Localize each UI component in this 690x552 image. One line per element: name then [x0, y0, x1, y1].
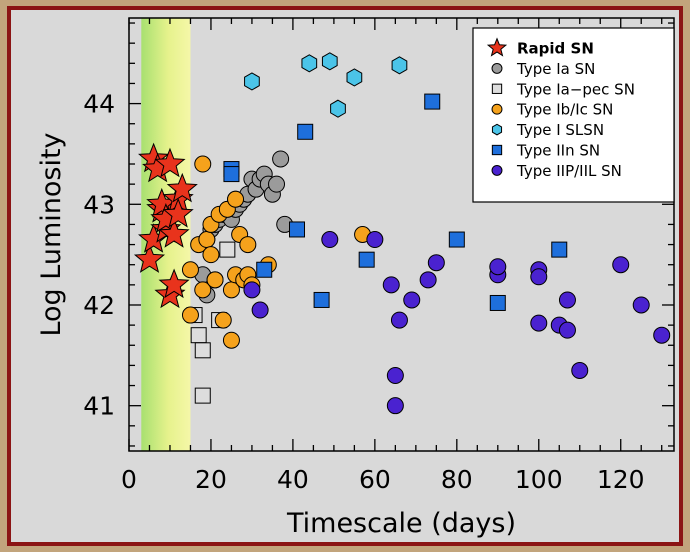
legend-label-type-ib-ic-sn: Type Ib/Ic SN — [516, 101, 613, 119]
point-type-iip-iil-sn — [558, 321, 576, 339]
point-type-ib-ic-sn — [194, 155, 212, 173]
point-type-iip-iil-sn — [530, 314, 548, 332]
x-tick-label: 0 — [121, 465, 137, 494]
x-tick-label: 100 — [515, 465, 563, 494]
point-type-iip-iil-sn — [382, 276, 400, 294]
point-type-ib-ic-sn — [206, 271, 224, 289]
plot-frame — [128, 17, 675, 452]
point-type-i-slsn — [301, 54, 318, 73]
point-type-iin-sn — [289, 221, 306, 238]
point-type-iip-iil-sn — [571, 361, 589, 379]
point-type-iin-sn — [313, 291, 330, 308]
point-type-ib-ic-sn — [214, 311, 232, 329]
point-type-iin-sn — [489, 294, 506, 311]
y-tick-label: 42 — [83, 291, 115, 320]
point-type-iin-sn — [424, 93, 441, 110]
legend-label-type-ia-pec-sn: Type Ia−pec SN — [516, 80, 635, 98]
x-axis-title: Timescale (days) — [286, 508, 516, 539]
legend-marker-type-i-slsn — [491, 123, 503, 136]
point-type-iip-iil-sn — [403, 291, 421, 309]
point-type-iip-iil-sn — [366, 231, 384, 249]
point-type-ib-ic-sn — [222, 331, 240, 349]
point-type-ia-sn — [268, 175, 286, 193]
point-type-iip-iil-sn — [321, 231, 339, 249]
point-type-ib-ic-sn — [198, 231, 216, 249]
point-type-iip-iil-sn — [612, 256, 630, 274]
legend-marker-type-ib-ic-sn — [491, 103, 503, 115]
legend-label-type-ia-sn: Type Ia SN — [516, 60, 595, 78]
point-type-ib-ic-sn — [239, 236, 257, 254]
y-tick-label: 43 — [83, 190, 115, 219]
point-type-iin-sn — [448, 231, 465, 248]
point-type-ib-ic-sn — [181, 306, 199, 324]
legend-label-type-i-slsn: Type I SLSN — [516, 121, 604, 139]
point-type-ib-ic-sn — [202, 246, 220, 264]
point-type-iip-iil-sn — [243, 281, 261, 299]
point-type-iip-iil-sn — [530, 268, 548, 286]
point-type-iin-sn — [256, 261, 273, 278]
point-type-iip-iil-sn — [489, 258, 507, 276]
legend-label-rapid-sn: Rapid SN — [517, 40, 594, 58]
point-type-i-slsn — [244, 72, 260, 91]
point-type-i-slsn — [330, 99, 346, 118]
y-axis-title: Log Luminosity — [36, 132, 67, 336]
point-type-iip-iil-sn — [386, 397, 404, 415]
point-rapid-sn — [133, 243, 166, 273]
y-tick-label: 41 — [83, 392, 115, 421]
legend-label-type-iip-iil-sn: Type IIP/IIL SN — [516, 162, 622, 180]
point-type-iip-iil-sn — [251, 301, 269, 319]
point-type-ib-ic-sn — [181, 261, 199, 279]
point-rapid-sn — [158, 268, 190, 299]
point-rapid-sn — [166, 172, 198, 203]
data-points-group — [133, 52, 671, 415]
point-rapid-sn — [162, 197, 194, 228]
point-rapid-sn — [154, 147, 186, 178]
point-type-iip-iil-sn — [653, 326, 671, 344]
point-type-iin-sn — [223, 166, 240, 183]
legend-marker-type-ia-pec-sn — [491, 83, 503, 94]
legend-marker-type-iip-iil-sn — [491, 164, 503, 176]
point-type-ia-sn — [272, 150, 290, 168]
point-type-iip-iil-sn — [427, 254, 445, 272]
point-type-iip-iil-sn — [632, 296, 650, 314]
point-type-iin-sn — [358, 251, 375, 268]
x-tick-label: 120 — [597, 465, 645, 494]
legend: Rapid SN Type Ia SN Type Ia−pec SN Type Ib/… — [472, 27, 675, 203]
x-tick-label: 60 — [359, 465, 391, 494]
point-type-iin-sn — [551, 241, 568, 258]
axes-group: 0 20 40 60 80 100 120 41 42 43 44 — [83, 17, 675, 494]
point-type-iip-iil-sn — [390, 311, 408, 329]
legend-box — [472, 27, 675, 203]
point-type-ia-pec-sn — [194, 342, 211, 359]
point-type-iin-sn — [297, 123, 314, 140]
x-tick-label: 20 — [195, 465, 227, 494]
legend-marker-type-ia-sn — [491, 62, 503, 74]
axis-labels-group: Timescale (days) Log Luminosity — [36, 132, 516, 539]
point-type-ib-ic-sn — [227, 190, 245, 208]
point-type-ia-pec-sn — [190, 327, 207, 344]
point-type-iip-iil-sn — [419, 271, 437, 289]
point-type-iip-iil-sn — [558, 291, 576, 309]
point-type-i-slsn — [391, 56, 408, 75]
point-type-i-slsn — [346, 68, 363, 87]
x-tick-label: 40 — [277, 465, 309, 494]
legend-label-type-iin-sn: Type IIn SN — [516, 142, 600, 160]
point-type-i-slsn — [321, 52, 338, 71]
point-type-ia-pec-sn — [194, 387, 211, 404]
point-type-iip-iil-sn — [386, 366, 404, 384]
legend-marker-type-iin-sn — [491, 144, 503, 156]
x-tick-label: 80 — [441, 465, 473, 494]
point-type-ia-pec-sn — [219, 241, 236, 258]
legend-marker-rapid-sn — [486, 37, 508, 57]
point-type-ib-ic-sn — [194, 281, 212, 299]
y-tick-label: 44 — [83, 90, 115, 119]
point-rapid-sn — [158, 218, 190, 248]
point-rapid-sn — [150, 213, 182, 243]
